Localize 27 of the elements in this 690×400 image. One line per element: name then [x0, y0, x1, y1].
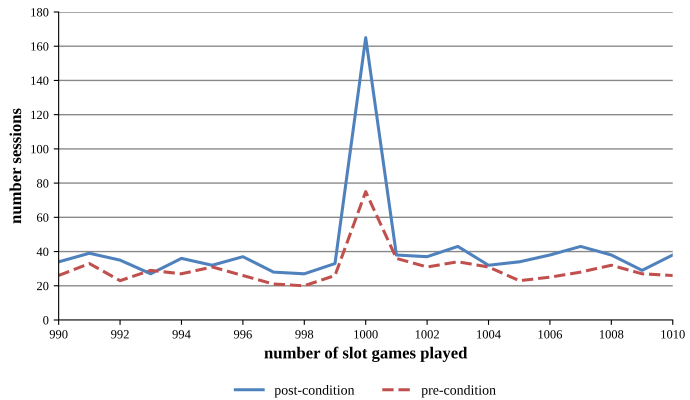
y-tick-label: 80	[36, 179, 48, 188]
y-axis-title: number sessions	[10, 108, 22, 224]
x-tick-label: 998	[295, 330, 314, 339]
line-series	[58, 190, 673, 288]
x-tick-label: 1002	[416, 330, 439, 339]
y-tick-label: 40	[36, 248, 48, 256]
line-series	[58, 36, 673, 276]
x-tick-label: 990	[50, 330, 68, 339]
y-tick-label: 20	[36, 282, 48, 290]
legend-label: post-condition	[274, 384, 354, 398]
y-tick-label: 100	[31, 144, 48, 154]
x-tick-label: 1004	[477, 330, 501, 339]
x-tick-label: 1010	[661, 330, 685, 339]
legend-label: pre-condition	[421, 384, 496, 398]
x-tick-label: 994	[172, 330, 191, 339]
x-tick-label: 1000	[354, 330, 378, 339]
y-tick-label: 60	[36, 213, 48, 222]
y-tick-label: 140	[31, 76, 48, 85]
x-tick-label: 992	[111, 330, 129, 339]
x-axis-title: number of slot games played	[264, 346, 468, 362]
y-tick-label: 120	[31, 110, 48, 120]
y-tick-label: 180	[31, 8, 48, 16]
x-tick-label: 996	[234, 330, 252, 339]
x-tick-label: 1006	[538, 330, 562, 339]
x-tick-label: 1008	[600, 330, 624, 339]
y-tick-label: 160	[31, 42, 48, 51]
y-tick-label: 0	[43, 316, 48, 324]
